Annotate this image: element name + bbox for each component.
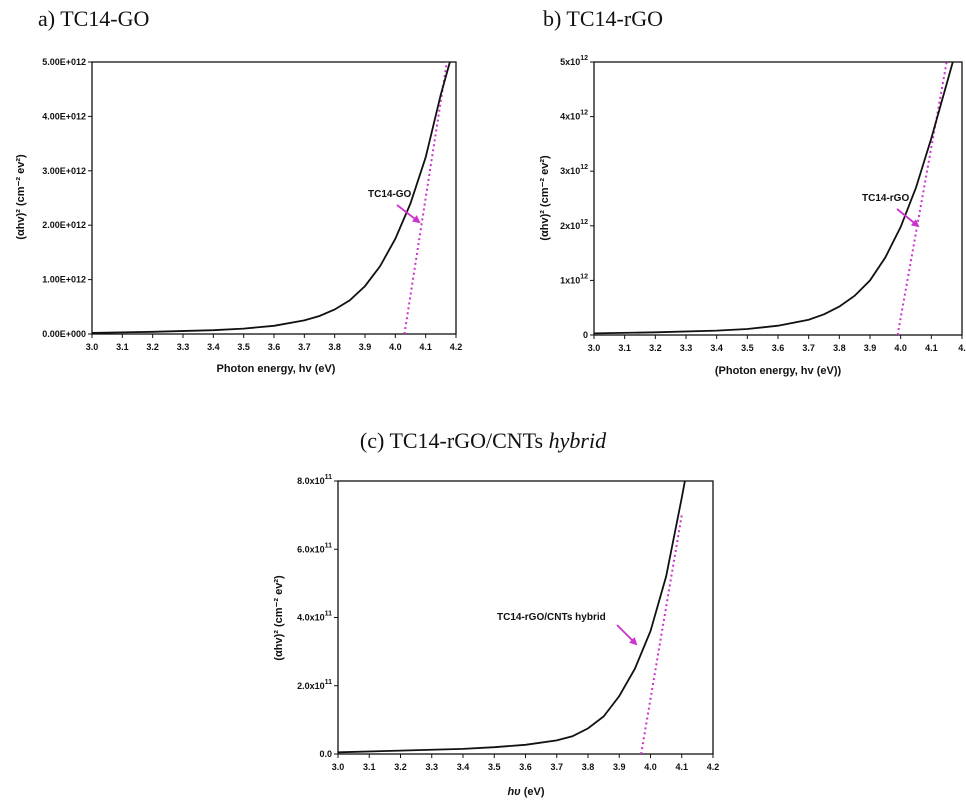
- y-tick-label: 5.00E+012: [42, 57, 86, 67]
- x-tick-label: 3.7: [550, 762, 563, 772]
- annotation-arrow: [616, 624, 638, 646]
- y-tick-label: 4.0x1011: [297, 611, 332, 623]
- x-tick-label: 3.8: [328, 342, 341, 352]
- x-tick-label: 3.9: [359, 342, 372, 352]
- y-tick-label: 3x1012: [560, 164, 588, 176]
- x-tick-label: 3.9: [613, 762, 626, 772]
- panel-a-annotation: TC14-GO: [368, 189, 412, 200]
- tangent-line: [403, 61, 448, 335]
- annotation-arrow: [396, 204, 421, 224]
- x-tick-label: 3.3: [680, 343, 693, 353]
- x-tick-label: 4.0: [644, 762, 657, 772]
- panel-b-title: b) TC14-rGO: [543, 6, 663, 31]
- y-tick-label: 0.00E+000: [42, 329, 86, 339]
- y-tick-label: 2x1012: [560, 219, 588, 231]
- x-tick-label: 3.6: [519, 762, 532, 772]
- x-tick-label: 3.5: [488, 762, 501, 772]
- x-tick-label: 3.1: [618, 343, 631, 353]
- x-tick-label: 4.2: [450, 342, 463, 352]
- y-tick-label: 6.0x1011: [297, 542, 332, 554]
- panel-b-ylabel: (αhv)² (cm⁻² ev²): [539, 155, 551, 241]
- panel-c-title: (c) TC14-rGO/CNTs hybrid: [360, 428, 607, 453]
- x-tick-label: 3.3: [177, 342, 190, 352]
- panel-b: b) TC14-rGO (Photon energy, hv (eV)) (αh…: [539, 6, 966, 377]
- panel-c-ylabel: (αhv)² (cm⁻² ev²): [273, 575, 285, 661]
- x-tick-label: 3.7: [802, 343, 815, 353]
- x-tick-label: 3.7: [298, 342, 311, 352]
- x-tick-label: 4.1: [419, 342, 432, 352]
- y-tick-label: 4.00E+012: [42, 111, 86, 121]
- x-tick-label: 3.6: [268, 342, 281, 352]
- x-tick-label: 4.1: [675, 762, 688, 772]
- panel-c-annotation: TC14-rGO/CNTs hybrid: [497, 612, 606, 623]
- x-tick-label: 3.6: [772, 343, 785, 353]
- x-tick-label: 4.2: [707, 762, 720, 772]
- x-tick-label: 3.0: [86, 342, 99, 352]
- x-tick-label: 3.9: [864, 343, 877, 353]
- y-tick-label: 1x1012: [560, 273, 588, 285]
- x-tick-label: 3.8: [833, 343, 846, 353]
- panel-c-xlabel: hυ (eV): [507, 786, 544, 798]
- panel-a: a) TC14-GO Photon energy, hv (eV) (αhv)²…: [15, 6, 462, 375]
- x-tick-label: 3.5: [741, 343, 754, 353]
- x-tick-label: 3.2: [146, 342, 159, 352]
- x-tick-label: 4.1: [925, 343, 938, 353]
- y-tick-label: 3.00E+012: [42, 166, 86, 176]
- y-tick-label: 8.0x1011: [297, 474, 332, 486]
- x-tick-label: 3.0: [332, 762, 345, 772]
- x-tick-label: 3.0: [588, 343, 601, 353]
- tangent-line: [896, 61, 948, 336]
- y-tick-label: 1.00E+012: [42, 275, 86, 285]
- y-tick-label: 5x1012: [560, 55, 588, 67]
- x-tick-label: 3.4: [710, 343, 723, 353]
- x-tick-label: 4.0: [389, 342, 402, 352]
- panel-a-ylabel: (αhv)² (cm⁻² ev²): [15, 154, 27, 240]
- tangent-line: [640, 514, 683, 755]
- panel-b-annotation: TC14-rGO: [862, 193, 909, 204]
- x-tick-label: 3.5: [237, 342, 250, 352]
- y-tick-label: 0: [583, 330, 588, 340]
- x-tick-label: 3.2: [649, 343, 662, 353]
- y-tick-label: 2.00E+012: [42, 220, 86, 230]
- x-tick-label: 3.3: [425, 762, 438, 772]
- panel-a-xlabel: Photon energy, hv (eV): [217, 363, 336, 375]
- x-tick-label: 3.1: [363, 762, 376, 772]
- x-tick-label: 4.0: [894, 343, 907, 353]
- y-tick-label: 0.0: [319, 749, 332, 759]
- absorption-curve: [337, 480, 686, 754]
- x-tick-label: 3.8: [582, 762, 595, 772]
- panel-c: (c) TC14-rGO/CNTs hybrid hυ (eV) (αhv)² …: [273, 428, 719, 798]
- absorption-curve: [593, 61, 954, 335]
- x-tick-label: 3.1: [116, 342, 129, 352]
- x-tick-label: 4.: [958, 343, 966, 353]
- panel-b-xlabel: (Photon energy, hv (eV)): [715, 365, 842, 377]
- panel-a-title: a) TC14-GO: [38, 6, 149, 31]
- annotation-arrow: [896, 208, 920, 228]
- x-tick-label: 3.2: [394, 762, 407, 772]
- y-tick-label: 4x1012: [560, 110, 588, 122]
- x-tick-label: 3.4: [457, 762, 470, 772]
- y-tick-label: 2.0x1011: [297, 679, 332, 691]
- absorption-curve: [91, 61, 451, 334]
- x-tick-label: 3.4: [207, 342, 220, 352]
